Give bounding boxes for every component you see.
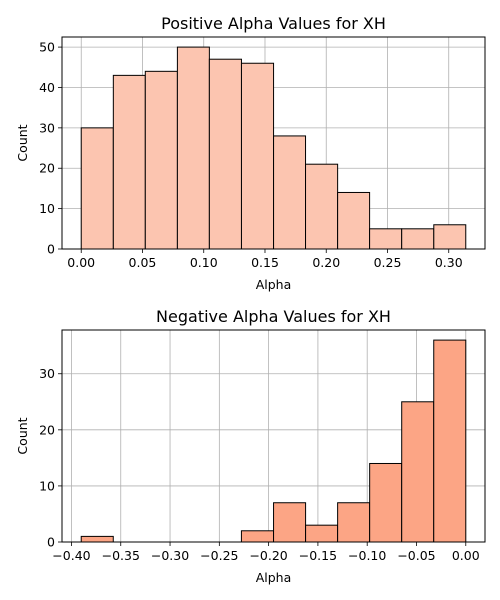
histogram-bar [369, 228, 403, 250]
y-axis-label: Count [15, 417, 30, 454]
y-tick-label: 10 [39, 478, 55, 493]
histogram-bar [337, 191, 371, 250]
histogram-bar [176, 46, 210, 250]
histogram-bar [305, 524, 339, 543]
x-tick-label: −0.40 [52, 548, 90, 563]
y-tick-label: 30 [39, 366, 55, 381]
y-tick-label: 50 [39, 40, 55, 55]
y-tick-label: 10 [39, 201, 55, 216]
histogram-bar [112, 74, 146, 250]
chart-title: Positive Alpha Values for XH [161, 14, 386, 33]
x-tick-label: 0.20 [312, 255, 340, 270]
histogram-bar [80, 535, 114, 543]
axes-frame [61, 329, 486, 543]
histogram-bar [433, 224, 467, 250]
histogram-bar [80, 127, 114, 250]
axes-frame [61, 36, 486, 250]
y-tick-label: 30 [39, 120, 55, 135]
x-axis-label: Alpha [256, 277, 292, 292]
x-tick-label: −0.35 [102, 548, 140, 563]
x-tick-label: −0.05 [397, 548, 435, 563]
histogram-bar [240, 62, 275, 250]
x-tick-label: −0.20 [249, 548, 287, 563]
y-tick-label: 20 [39, 161, 55, 176]
histogram-bar [305, 163, 339, 250]
histogram-bar [240, 530, 275, 543]
x-tick-label: −0.25 [200, 548, 238, 563]
y-tick-label: 0 [47, 242, 55, 257]
x-tick-label: 0.10 [190, 255, 218, 270]
y-tick-label: 0 [47, 535, 55, 550]
chart-title: Negative Alpha Values for XH [156, 307, 391, 326]
y-tick-label: 40 [39, 80, 55, 95]
histogram-bar [337, 502, 371, 543]
subplot-1: 0.00 0.05 0.10 0.15 0.20 0.25 0.30 0 10 20 30 40 50 P… [15, 14, 486, 292]
histogram-bar [401, 228, 435, 250]
histogram-bar [369, 462, 403, 543]
x-tick-label: −0.15 [299, 548, 337, 563]
histogram-bar [208, 58, 242, 250]
x-tick-label: 0.30 [435, 255, 463, 270]
x-tick-label: 0.05 [129, 255, 157, 270]
x-axis-label: Alpha [256, 570, 292, 585]
histogram-bar [401, 401, 435, 543]
y-axis-label: Count [15, 124, 30, 161]
y-tick-label: 20 [39, 422, 55, 437]
histogram-bar [273, 135, 307, 250]
x-tick-label: −0.10 [348, 548, 386, 563]
x-tick-label: 0.00 [67, 255, 95, 270]
x-tick-label: 0.25 [374, 255, 402, 270]
x-tick-label: 0.15 [251, 255, 279, 270]
subplot-2: −0.40 −0.35 −0.30 −0.25 −0.20 −0.15 −0.10 −0.05… [15, 307, 486, 585]
histogram-bar [144, 70, 178, 250]
x-tick-label: −0.30 [151, 548, 189, 563]
histogram-bar [273, 502, 307, 543]
x-tick-label: 0.00 [452, 548, 480, 563]
histogram-bar [433, 339, 467, 543]
